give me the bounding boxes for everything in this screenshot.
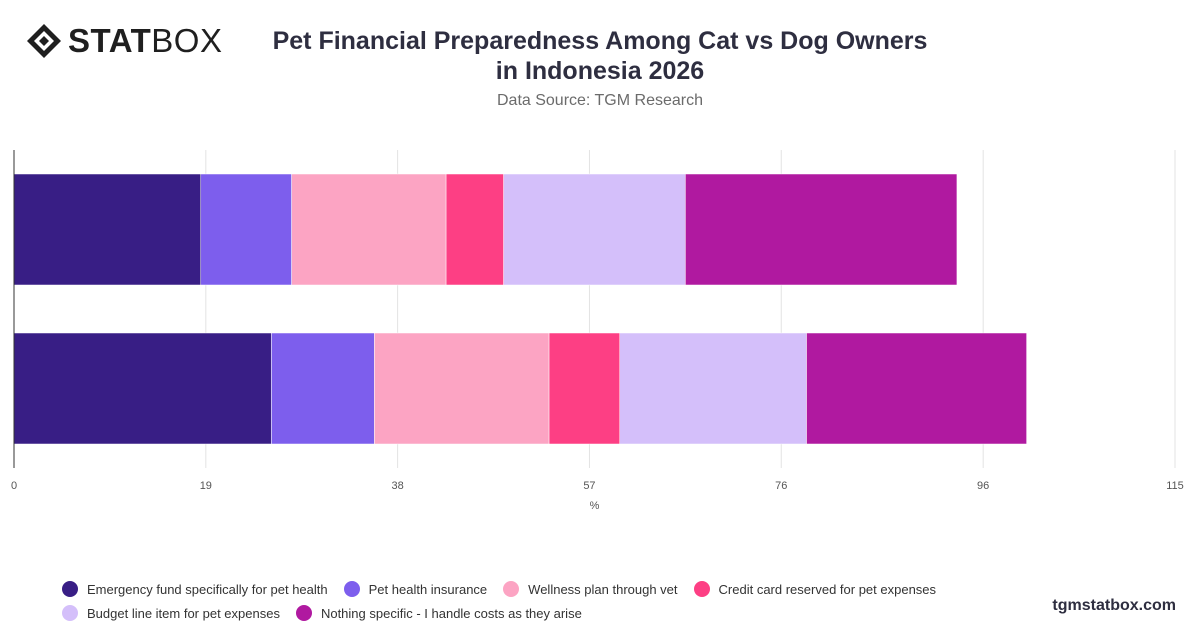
bar-segment	[548, 332, 620, 445]
chart-title: Pet Financial Preparedness Among Cat vs …	[250, 26, 950, 86]
legend-swatch	[295, 605, 312, 621]
legend-label: Emergency fund specifically for pet heal…	[87, 581, 328, 597]
bar-segment	[619, 332, 807, 445]
x-tick-label: 115	[1166, 480, 1184, 492]
x-tick-label: 19	[200, 480, 212, 492]
legend-label: Credit card reserved for pet expenses	[718, 581, 937, 597]
x-axis-label: %	[590, 500, 600, 512]
bar-segment	[806, 332, 1027, 445]
legend-label: Budget line item for pet expenses	[87, 605, 280, 621]
stacked-bar-chart: 0 19 38 57 76 96 115%	[11, 150, 1184, 512]
legend-label: Wellness plan through vet	[528, 581, 678, 597]
legend-item[interactable]: Nothing specific - I handle costs as the…	[295, 604, 582, 622]
legend-swatch	[62, 605, 78, 621]
legend-label: Pet health insurance	[368, 581, 488, 597]
bar-segment	[503, 173, 686, 286]
legend-swatch	[343, 581, 360, 597]
chart-subtitle: Data Source: TGM Research	[496, 92, 703, 109]
legend-item[interactable]: Emergency fund specifically for pet heal…	[62, 580, 328, 598]
legend-item[interactable]: Credit card reserved for pet expenses	[693, 580, 937, 598]
chart-title-line1: Pet Financial Preparedness Among Cat vs …	[272, 27, 928, 55]
logo-wordmark-light: BOX	[151, 22, 223, 59]
legend-label: Nothing specific - I handle costs as the…	[320, 605, 582, 621]
logo-wordmark-bold: STAT	[68, 22, 152, 59]
bar-segment	[13, 173, 202, 286]
x-tick-label: 0	[11, 480, 17, 492]
bar-segment	[374, 332, 550, 445]
statbox-logo: STATBOX	[26, 22, 222, 60]
legend-item[interactable]: Pet health insurance	[343, 580, 488, 598]
legend-item[interactable]: Budget line item for pet expenses	[62, 604, 280, 622]
bar-segment	[200, 173, 292, 286]
statbox-diamond-icon	[27, 24, 61, 58]
legend-swatch	[693, 581, 710, 597]
x-tick-label: 57	[583, 480, 595, 492]
chart-title-line2: in Indonesia 2026	[495, 57, 705, 85]
bar-segment	[685, 173, 958, 286]
x-tick-label: 76	[775, 480, 787, 492]
watermark: tgmstatbox.com	[1052, 597, 1176, 614]
bar-segment	[291, 173, 447, 286]
legend-swatch	[503, 581, 520, 597]
chart-legend: Emergency fund specifically for pet heal…	[62, 580, 1162, 622]
bar-segment	[445, 173, 504, 286]
legend-swatch	[62, 581, 78, 597]
logo-wordmark: STATBOX	[68, 22, 222, 60]
bar-segment	[271, 332, 375, 445]
bar-segment	[13, 332, 272, 445]
x-tick-label: 96	[977, 480, 989, 492]
x-tick-label: 38	[392, 480, 404, 492]
legend-item[interactable]: Wellness plan through vet	[503, 580, 678, 598]
